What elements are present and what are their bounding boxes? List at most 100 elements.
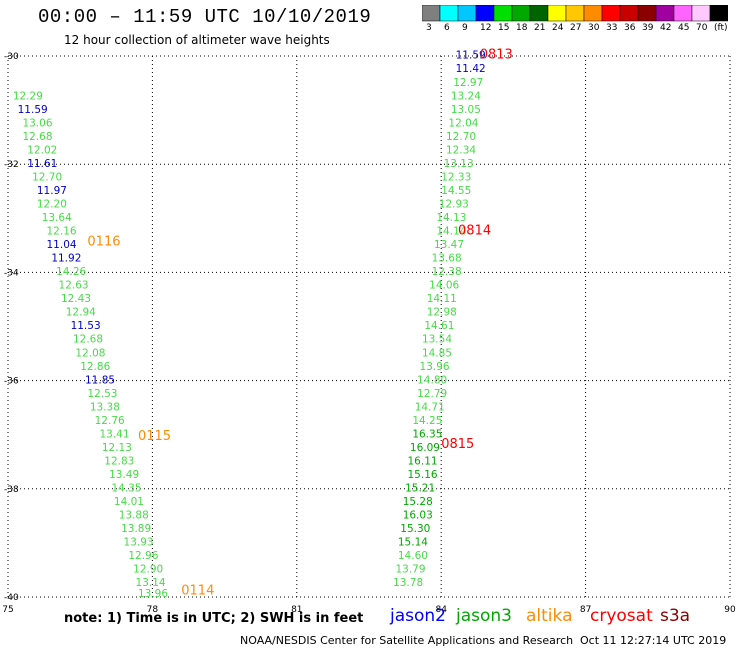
satellite-legend-altika: altika [526, 606, 573, 626]
wave-height-value: 13.78 [393, 577, 423, 589]
satellite-legend-jason2: jason2 [390, 606, 446, 626]
chart-subtitle: 12 hour collection of altimeter wave hei… [64, 33, 330, 47]
wave-height-value: 13.89 [121, 523, 151, 535]
wave-height-value: 16.11 [408, 455, 438, 467]
wave-height-value: 12.04 [448, 117, 478, 129]
wave-height-value: 15.28 [403, 496, 433, 508]
wave-height-value: 13.88 [119, 510, 149, 522]
wave-height-value: 12.93 [439, 198, 469, 210]
color-scale-label: 9 [462, 23, 468, 33]
color-scale-label: 12 [480, 23, 492, 33]
wave-height-value: 12.34 [446, 144, 476, 156]
x-tick-label: 84 [435, 605, 447, 615]
wave-height-value: 14.55 [441, 185, 471, 197]
wave-height-value: 13.96 [138, 588, 168, 600]
color-scale-label: (ft) [714, 23, 728, 33]
wave-height-value: 16.03 [403, 510, 433, 522]
wave-height-value: 12.13 [102, 442, 132, 454]
color-scale-label: 15 [498, 23, 510, 33]
wave-height-value: 12.70 [446, 131, 476, 143]
color-scale-label: 70 [696, 23, 708, 33]
y-tick-label: -30 [4, 52, 19, 62]
wave-height-value: 11.61 [27, 158, 57, 170]
track-time-label: 0114 [181, 583, 214, 598]
wave-height-value: 15.14 [398, 537, 428, 549]
wave-height-value: 11.85 [85, 374, 115, 386]
wave-height-value: 15.16 [408, 469, 438, 481]
x-tick-label: 75 [2, 605, 13, 615]
wave-height-value: 13.68 [432, 253, 462, 265]
wave-height-value: 14.85 [422, 347, 452, 359]
y-tick-label: -38 [4, 485, 19, 495]
wave-height-value: 13.79 [395, 564, 425, 576]
color-scale-label: 21 [534, 23, 546, 33]
wave-height-value: 13.49 [109, 469, 139, 481]
color-scale-label: 3 [426, 23, 432, 33]
wave-height-value: 13.24 [451, 90, 481, 102]
x-tick-label: 87 [580, 605, 591, 615]
wave-height-value: 13.13 [444, 158, 474, 170]
wave-height-value: 13.96 [420, 361, 450, 373]
wave-height-value: 14.35 [111, 483, 141, 495]
track-time-label: 0116 [87, 234, 120, 249]
wave-height-value: 12.38 [432, 266, 462, 278]
wave-height-value: 11.59 [456, 50, 486, 62]
wave-height-value: 14.71 [415, 401, 445, 413]
color-scale-label: 27 [570, 23, 582, 33]
wave-height-value: 14.01 [114, 496, 144, 508]
wave-height-value: 12.53 [87, 388, 117, 400]
wave-height-value: 12.96 [128, 550, 158, 562]
x-tick-label: 81 [291, 605, 302, 615]
wave-height-value: 14.11 [427, 293, 457, 305]
timestamp-text: Oct 11 12:27:14 UTC 2019 [580, 634, 727, 647]
y-tick-label: -40 [4, 593, 19, 603]
satellite-legend-cryosat: cryosat [590, 606, 653, 626]
x-tick-label: 90 [724, 605, 736, 615]
wave-height-value: 12.98 [427, 307, 457, 319]
wave-height-value: 12.86 [80, 361, 110, 373]
color-scale-label: 30 [588, 23, 600, 33]
wave-height-value: 11.97 [37, 185, 67, 197]
wave-height-value: 12.02 [27, 144, 57, 156]
color-scale-label: 36 [624, 23, 636, 33]
y-tick-label: -32 [4, 160, 19, 170]
satellite-legend-s3a: s3a [660, 606, 691, 626]
wave-height-value: 13.47 [434, 239, 464, 251]
wave-height-value: 12.97 [453, 77, 483, 89]
wave-height-value: 16.35 [412, 428, 442, 440]
wave-height-value: 14.13 [436, 212, 466, 224]
track-time-label: 0115 [138, 429, 171, 444]
color-scale-swatch [709, 5, 728, 22]
color-scale-label: 6 [444, 23, 450, 33]
color-scale-label: 45 [678, 23, 690, 33]
color-scale-label: 42 [660, 23, 672, 33]
wave-height-color-scale [422, 5, 728, 22]
wave-height-value: 13.05 [451, 104, 481, 116]
wave-height-value: 14.60 [398, 550, 428, 562]
wave-height-value: 14.14 [436, 226, 466, 238]
wave-height-value: 15.30 [400, 523, 430, 535]
wave-height-value: 12.83 [104, 455, 134, 467]
wave-height-value: 13.54 [422, 334, 452, 346]
note-text: note: 1) Time is in UTC; 2) SWH is in fe… [64, 611, 364, 626]
wave-height-value: 12.79 [417, 388, 447, 400]
wave-height-value: 12.63 [59, 280, 89, 292]
wave-height-value: 16.09 [410, 442, 440, 454]
color-scale-label: 18 [516, 23, 528, 33]
wave-height-value: 12.43 [61, 293, 91, 305]
wave-height-value: 12.20 [37, 198, 67, 210]
wave-height-value: 11.42 [456, 63, 486, 75]
wave-height-value: 12.68 [73, 334, 103, 346]
wave-height-value: 12.94 [66, 307, 96, 319]
wave-height-value: 13.41 [99, 428, 129, 440]
wave-height-value: 12.29 [13, 90, 43, 102]
track-time-label: 0815 [441, 437, 474, 452]
color-scale-label: 39 [642, 23, 654, 33]
wave-height-value: 13.93 [124, 537, 154, 549]
wave-height-value: 11.53 [71, 320, 101, 332]
wave-height-value: 11.92 [51, 253, 81, 265]
wave-height-value: 13.06 [22, 117, 52, 129]
